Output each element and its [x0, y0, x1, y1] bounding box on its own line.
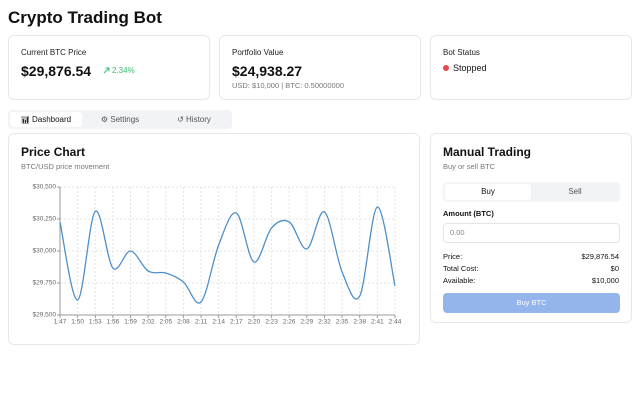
tab-label: Dashboard: [31, 115, 72, 124]
portfolio-detail: USD: $10,000 | BTC: 0.50000000: [232, 81, 345, 90]
tab[interactable]: 📊︎ Dashboard: [10, 112, 82, 127]
status-dot: [443, 65, 449, 71]
chart-title: Price Chart: [21, 145, 86, 159]
page-title: Crypto Trading Bot: [8, 8, 162, 27]
info-row: Total Cost: $0: [443, 264, 619, 273]
card-label: Current BTC Price: [21, 48, 87, 57]
trading-card: Manual Trading Buy or sell BTC Buy Sell …: [430, 133, 632, 323]
y-tick-label: $30,250: [33, 216, 57, 223]
x-tick-label: 2:38: [353, 319, 366, 326]
amount-input[interactable]: 0.00: [443, 223, 620, 243]
x-tick-label: 2:08: [177, 319, 190, 326]
card-value: $24,938.27: [232, 63, 303, 79]
price-card: Current BTC Price $29,876.54 2.34%: [8, 35, 210, 100]
card-value: $29,876.54: [21, 63, 92, 79]
chart-subtitle: BTC/USD price movement: [21, 162, 110, 171]
price-line: [59, 206, 396, 304]
info-label: Price:: [443, 252, 463, 261]
up-arrow-icon: [103, 67, 110, 74]
info-value: $0: [610, 264, 619, 273]
x-tick-label: 2:02: [142, 319, 155, 326]
status-card: Bot Status Stopped: [430, 35, 632, 100]
x-tick-label: 1:53: [89, 319, 102, 326]
info-value: $29,876.54: [581, 252, 619, 261]
x-tick-label: 2:35: [336, 319, 349, 326]
x-tick-label: 2:14: [212, 319, 225, 326]
y-tick-label: $29,750: [33, 280, 57, 287]
y-tick-label: $30,500: [33, 184, 57, 191]
tab-bar: 📊︎ Dashboard ⚙ Settings ↺ History: [8, 110, 232, 129]
x-tick-label: 2:05: [159, 319, 172, 326]
y-tick-label: $29,500: [33, 312, 57, 319]
x-tick-label: 1:59: [124, 319, 137, 326]
trading-title: Manual Trading: [443, 145, 532, 159]
info-row: Available: $10,000: [443, 276, 619, 285]
info-row: Price: $29,876.54: [443, 252, 619, 261]
card-label: Portfolio Value: [232, 48, 284, 57]
status-value: Stopped: [453, 63, 487, 73]
mode-toggle: Buy Sell: [443, 182, 620, 202]
x-tick-label: 2:11: [195, 319, 208, 326]
x-tick-label: 2:17: [230, 319, 243, 326]
x-tick-label: 2:44: [389, 319, 402, 326]
buy-mode[interactable]: Buy: [445, 184, 531, 200]
info-label: Available:: [443, 276, 476, 285]
tab-label: Settings: [110, 115, 140, 124]
x-tick-label: 2:20: [248, 319, 261, 326]
x-tick-label: 1:50: [71, 319, 84, 326]
y-tick-label: $30,000: [33, 248, 57, 255]
buy-button[interactable]: Buy BTC: [443, 293, 620, 313]
x-tick-label: 2:41: [371, 319, 384, 326]
info-value: $10,000: [591, 276, 619, 285]
sell-mode[interactable]: Sell: [568, 187, 582, 196]
portfolio-card: Portfolio Value $24,938.27 USD: $10,000 …: [219, 35, 421, 100]
trading-subtitle: Buy or sell BTC: [443, 162, 496, 171]
tab-label: History: [186, 115, 211, 124]
x-tick-label: 2:29: [301, 319, 314, 326]
price-change: 2.34%: [112, 66, 135, 75]
info-label: Total Cost:: [443, 264, 479, 273]
x-tick-label: 2:32: [318, 319, 331, 326]
price-chart: $29,500 $29,750 $30,000 $30,250 $30,500 1:47 1…: [33, 184, 402, 326]
x-tick-label: 2:26: [283, 319, 296, 326]
amount-label: Amount (BTC): [443, 209, 494, 218]
card-label: Bot Status: [443, 48, 480, 57]
tab[interactable]: ⚙ Settings: [100, 115, 140, 124]
x-tick-label: 2:23: [265, 319, 278, 326]
tab[interactable]: ↺ History: [177, 115, 211, 124]
x-tick-label: 1:56: [107, 319, 120, 326]
x-tick-label: 1:47: [54, 319, 67, 326]
chart-card: Price Chart BTC/USD price movement: [8, 133, 420, 345]
